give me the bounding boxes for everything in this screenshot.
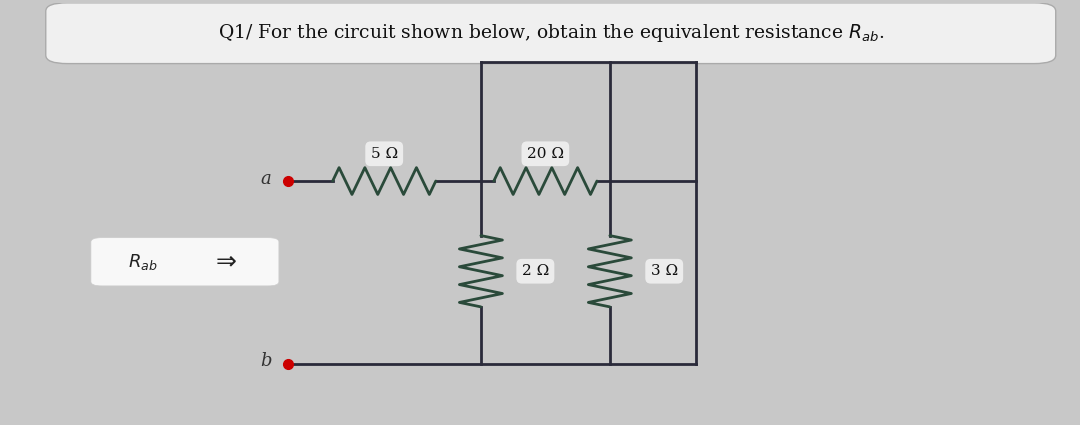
Text: $R_{ab}$: $R_{ab}$ (127, 252, 158, 272)
Text: 3 Ω: 3 Ω (650, 264, 678, 278)
Text: a: a (260, 170, 271, 188)
Text: ⇒: ⇒ (216, 249, 237, 274)
Text: 2 Ω: 2 Ω (522, 264, 549, 278)
Text: Q1/ For the circuit shown below, obtain the equivalent resistance $R_{ab}$.: Q1/ For the circuit shown below, obtain … (217, 22, 883, 44)
FancyBboxPatch shape (91, 238, 279, 286)
Text: 20 Ω: 20 Ω (527, 147, 564, 161)
Text: b: b (260, 352, 271, 371)
FancyBboxPatch shape (45, 3, 1056, 64)
Text: 5 Ω: 5 Ω (370, 147, 397, 161)
